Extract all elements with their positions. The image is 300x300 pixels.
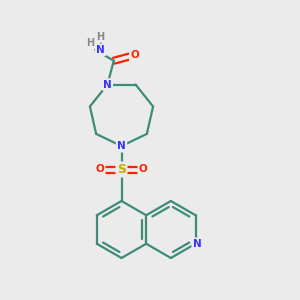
Text: N: N (117, 141, 126, 151)
Text: O: O (139, 164, 148, 175)
Text: O: O (130, 50, 139, 60)
Text: S: S (117, 163, 126, 176)
Text: N: N (103, 80, 112, 89)
Text: H: H (86, 38, 95, 48)
Text: N: N (193, 239, 201, 249)
Text: N: N (96, 45, 105, 55)
Text: O: O (95, 164, 104, 175)
Text: N: N (117, 141, 126, 151)
Text: H: H (96, 32, 105, 42)
